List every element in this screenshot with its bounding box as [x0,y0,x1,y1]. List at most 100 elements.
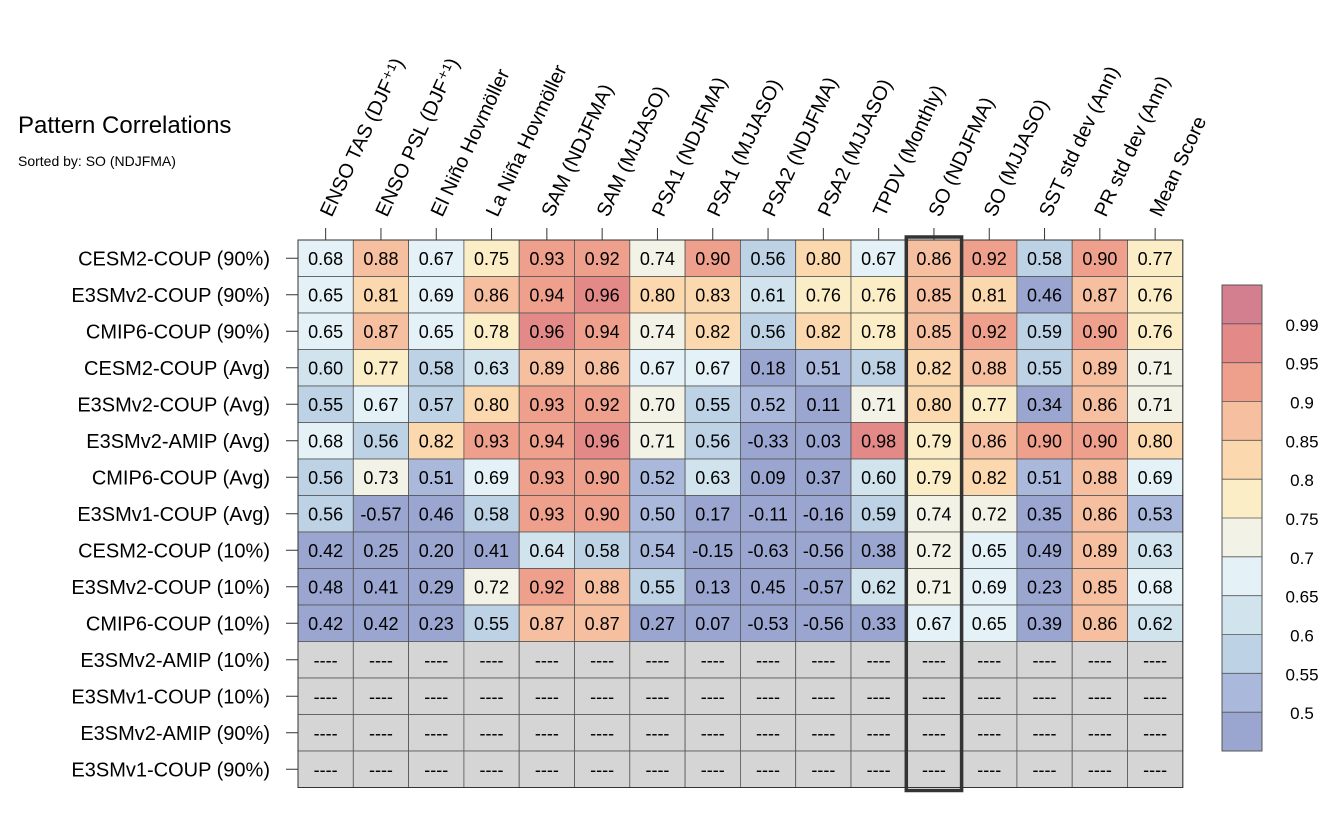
cell-value: 0.80 [806,249,841,269]
cell-value: 0.56 [751,249,786,269]
heatmap-cell [795,604,852,642]
heatmap-cell [463,276,520,314]
cell-value: 0.86 [585,358,620,378]
cell-value: 0.89 [1082,358,1117,378]
cell-value: ---- [756,687,780,707]
heatmap-cell [463,239,520,277]
heatmap-cell [629,385,686,423]
heatmap-cell [1071,531,1128,569]
heatmap-cell [518,531,575,569]
cell-value: 0.93 [529,468,564,488]
cell-value: 0.34 [1027,395,1062,415]
cell-value: ---- [645,687,669,707]
cell-value: 0.39 [1027,614,1062,634]
cell-value: 0.67 [363,395,398,415]
cell-value: 0.82 [419,431,454,451]
heatmap-cell [740,276,797,314]
row-label: E3SMv1-COUP (Avg) [77,504,270,526]
heatmap-cell [740,714,797,752]
cell-value: ---- [314,650,338,670]
heatmap-cell [961,604,1018,642]
page-subtitle: Sorted by: SO (NDJFMA) [18,153,176,169]
colorbar-band [1222,440,1262,480]
cell-value: 0.87 [363,322,398,342]
heatmap-cell [297,604,354,642]
cell-value: 0.70 [640,395,675,415]
cell-value: 0.78 [861,322,896,342]
cell-value: 0.92 [529,577,564,597]
heatmap-cell [795,276,852,314]
cell-value: ---- [701,760,725,780]
cell-value: ---- [922,650,946,670]
cell-value: 0.94 [585,322,620,342]
cell-value: 0.55 [474,614,509,634]
row-label: E3SMv2-AMIP (10%) [80,650,270,672]
heatmap-cell [629,604,686,642]
heatmap-cell [408,276,465,314]
cell-value: 0.63 [695,468,730,488]
heatmap-cell [905,568,962,606]
heatmap-cell [352,677,409,715]
cell-value: 0.78 [474,322,509,342]
cell-value: ---- [977,760,1001,780]
cell-value: ---- [756,760,780,780]
row-label: CESM2-COUP (Avg) [84,358,270,380]
heatmap-cell [795,568,852,606]
heatmap-cell [463,604,520,642]
heatmap-cell [518,349,575,387]
cell-value: 0.56 [695,431,730,451]
heatmap-cells: 0.68 0.88 0.67 0.75 0.93 0.92 0.74 0.90 0.56 0.80… [297,235,1184,793]
cell-value: ---- [811,760,835,780]
cell-value: 0.46 [419,504,454,524]
cell-value: 0.65 [308,322,343,342]
cell-value: 0.76 [806,285,841,305]
cell-value: 0.76 [1138,322,1173,342]
cell-value: 0.81 [363,285,398,305]
cell-value: 0.68 [308,431,343,451]
heatmap-cell [684,677,741,715]
cell-value: 0.68 [308,249,343,269]
cell-value: 0.54 [640,541,675,561]
heatmap-cell [463,641,520,679]
heatmap-cell [574,495,631,533]
cell-value: 0.82 [916,358,951,378]
heatmap-cell [297,276,354,314]
heatmap-cell [297,531,354,569]
cell-value: 0.93 [474,431,509,451]
column-label: Mean Score [1146,113,1212,220]
cell-value: 0.23 [419,614,454,634]
heatmap-cell [408,385,465,423]
cell-value: 0.71 [861,395,896,415]
heatmap-cell [740,750,797,788]
heatmap-cell [684,714,741,752]
cell-value: 0.92 [585,395,620,415]
cell-value: 0.90 [1082,431,1117,451]
heatmap-cell [1071,641,1128,679]
cell-value: ---- [480,650,504,670]
heatmap-cell [684,458,741,496]
cell-value: ---- [424,760,448,780]
heatmap-cell [463,677,520,715]
heatmap-cell [297,349,354,387]
cell-value: ---- [369,650,393,670]
heatmap-cell [905,312,962,350]
cell-value: 0.77 [972,395,1007,415]
colorbar-tick-label: 0.75 [1285,510,1318,529]
colorbar-tick-label: 0.6 [1290,627,1314,646]
cell-value: 0.29 [419,577,454,597]
colorbar-tick-label: 0.8 [1290,471,1314,490]
cell-value: ---- [867,760,891,780]
cell-value: 0.60 [861,468,896,488]
cell-value: 0.92 [972,322,1007,342]
colorbar-band [1222,518,1262,557]
cell-value: 0.67 [861,249,896,269]
cell-value: -0.53 [748,614,789,634]
heatmap-cell [574,349,631,387]
cell-value: 0.18 [751,358,786,378]
cell-value: 0.93 [529,395,564,415]
cell-value: 0.90 [585,504,620,524]
cell-value: ---- [1143,687,1167,707]
cell-value: ---- [369,760,393,780]
cell-value: 0.77 [1138,249,1173,269]
